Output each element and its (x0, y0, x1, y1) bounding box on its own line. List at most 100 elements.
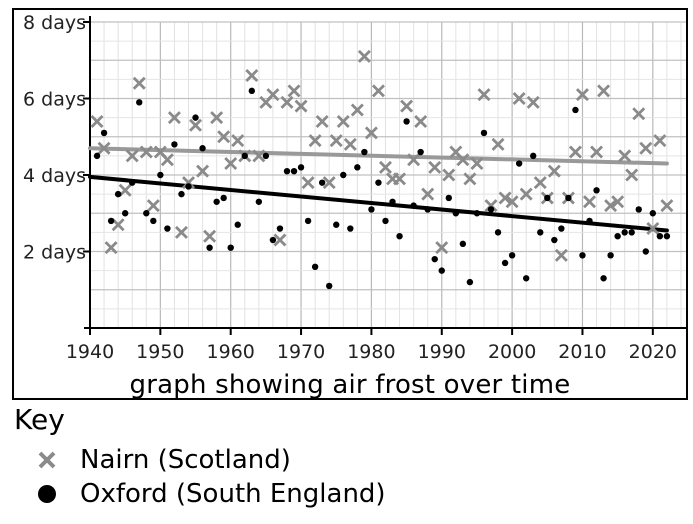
oxford-point (487, 206, 495, 213)
oxford-point (136, 99, 143, 106)
x-tick-label: 1940 (66, 341, 114, 363)
nairn-point (174, 225, 188, 239)
oxford-point (368, 206, 375, 213)
nairn-point (407, 153, 421, 167)
x-tick-label: 1990 (418, 341, 466, 363)
cross-stroke (414, 114, 428, 128)
oxford-point (220, 194, 227, 202)
oxford-point (107, 217, 115, 225)
oxford-point (157, 171, 164, 179)
oxford-point (318, 179, 326, 186)
nairn-point (632, 107, 646, 121)
cross-stroke (393, 172, 407, 186)
oxford-point (199, 145, 206, 152)
oxford-point (164, 225, 171, 232)
cross-stroke (132, 76, 146, 90)
nairn-point (484, 199, 498, 213)
oxford-point (340, 171, 347, 179)
nairn-point (343, 137, 357, 151)
cross-stroke (428, 160, 442, 174)
legend-label-oxford: Oxford (South England) (80, 479, 386, 509)
nairn-point (604, 199, 618, 213)
nairn-point (428, 160, 442, 174)
oxford-point (614, 233, 621, 240)
oxford-point (621, 229, 628, 236)
nairn-point (498, 191, 512, 205)
oxford-point (227, 244, 234, 251)
cross-stroke (400, 99, 414, 113)
oxford-point (93, 152, 101, 160)
oxford-point (326, 282, 333, 290)
cross-stroke (519, 187, 533, 201)
nairn-point (646, 222, 660, 236)
oxford-point (311, 263, 319, 270)
oxford-point (459, 240, 467, 248)
oxford-point (171, 141, 178, 148)
cross-stroke (575, 88, 589, 102)
nairn-point (477, 88, 491, 102)
nairn-point (308, 134, 322, 148)
nairn-point (526, 95, 540, 109)
nairn-point (618, 149, 632, 163)
nairn-point (463, 172, 477, 186)
oxford-point (333, 221, 340, 228)
nairn-point (111, 218, 125, 232)
chart-frame: 1940 1950 1960 1970 1980 1990 2000 2010 2020 2 da… (12, 8, 688, 400)
nairn-point (132, 76, 146, 90)
nairn-point (217, 130, 231, 144)
nairn-point (393, 172, 407, 186)
nairn-point (378, 160, 392, 174)
oxford-point (241, 152, 248, 160)
nairn-point (533, 176, 547, 190)
oxford-point (494, 229, 502, 236)
x-tick-label: 2010 (558, 341, 606, 363)
oxford-point (649, 210, 657, 217)
cross-stroke (322, 176, 336, 190)
oxford-point (297, 164, 305, 171)
oxford-point (178, 190, 185, 198)
cross-stroke (463, 172, 477, 186)
cross-stroke (547, 164, 561, 178)
cross-stroke (491, 137, 505, 151)
nairn-point (336, 114, 350, 128)
oxford-point (480, 129, 488, 137)
x-tick-label: 1980 (347, 341, 395, 363)
nairn-point (118, 183, 132, 197)
cross-stroke (90, 114, 104, 128)
nairn-point (512, 92, 526, 105)
oxford-point (600, 275, 607, 282)
oxford-point (508, 252, 516, 259)
oxford-point (375, 179, 382, 186)
cross-stroke (421, 187, 435, 201)
cross-stroke (252, 149, 266, 163)
legend-item-oxford: Oxford (South England) (30, 477, 386, 511)
nairn-point (104, 241, 118, 255)
nairn-point (189, 118, 203, 132)
oxford-point (642, 248, 649, 255)
cross-stroke (357, 49, 371, 63)
x-tick-label: 1970 (277, 341, 325, 363)
oxford-point (635, 206, 642, 213)
nairn-point (400, 99, 414, 113)
oxford-point (150, 217, 157, 225)
cross-stroke (273, 233, 287, 247)
legend-label-nairn: Nairn (Scotland) (80, 445, 291, 475)
nairn-point (364, 126, 378, 140)
oxford-point (192, 114, 199, 121)
nairn-point (470, 157, 484, 171)
nairn-point (167, 111, 181, 125)
oxford-point (276, 225, 284, 232)
oxford-point (586, 217, 593, 225)
cross-stroke (442, 168, 456, 182)
oxford-point (579, 252, 586, 259)
x-tick-label: 1960 (207, 341, 255, 363)
cross-stroke (104, 241, 118, 255)
oxford-point (382, 217, 389, 225)
oxford-point (466, 278, 474, 286)
nairn-point (266, 88, 280, 102)
scatter-plot: 1940 1950 1960 1970 1980 1990 2000 2010 2020 2 da… (23, 12, 686, 363)
oxford-point (522, 275, 530, 282)
oxford-point (283, 167, 291, 175)
nairn-point (245, 69, 259, 83)
cross-stroke (301, 176, 315, 190)
